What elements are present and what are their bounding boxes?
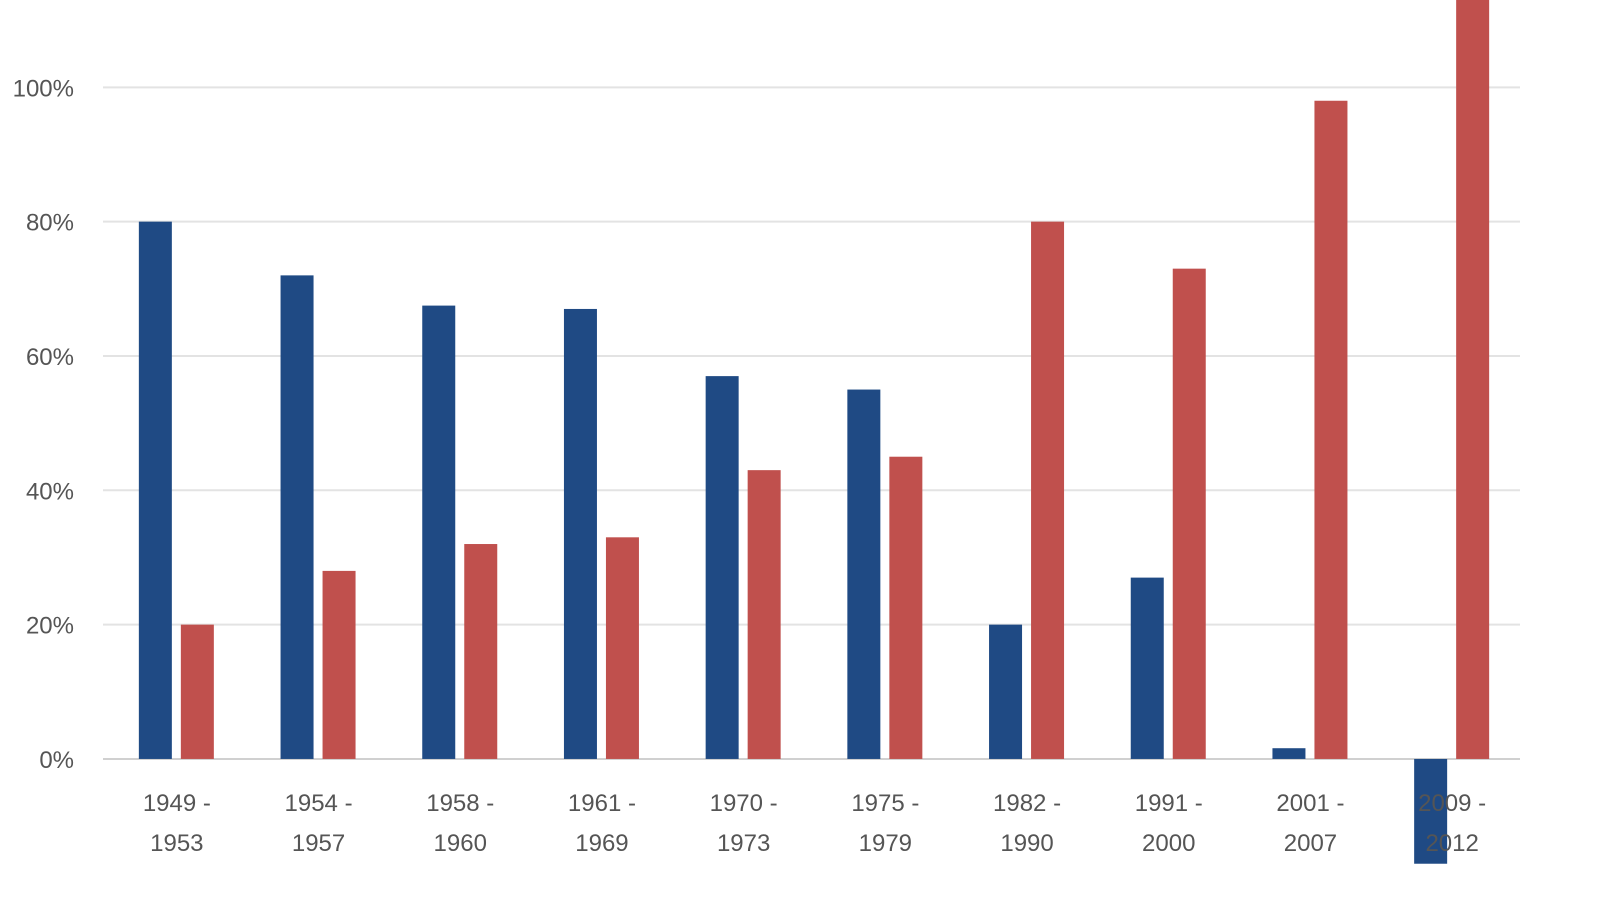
- bar-series-2: [605, 537, 639, 759]
- bar-series-1: [1414, 758, 1448, 864]
- y-tick-label: 60%: [26, 344, 74, 371]
- x-tick-label: 1958 -: [426, 790, 494, 817]
- x-tick-label: 2012: [1425, 830, 1478, 857]
- x-tick-label: 1960: [434, 830, 487, 857]
- bar-series-2: [464, 544, 498, 759]
- bar-series-1: [280, 275, 314, 759]
- bar-series-1: [847, 389, 881, 759]
- bar-series-2: [1172, 268, 1206, 759]
- bar-series-2: [1456, 0, 1490, 759]
- bar-series-2: [322, 570, 356, 759]
- x-tick-label: 1961 -: [568, 790, 636, 817]
- y-tick-label: 40%: [26, 478, 74, 505]
- x-tick-label: 1990: [1000, 830, 1053, 857]
- x-tick-label: 2007: [1284, 830, 1337, 857]
- bar-series-1: [989, 624, 1023, 759]
- bar-series-2: [1031, 221, 1065, 759]
- bar-series-2: [1314, 100, 1348, 759]
- x-tick-label: 1970 -: [710, 790, 778, 817]
- y-tick-label: 100%: [13, 75, 74, 102]
- bar-series-2: [180, 624, 214, 759]
- y-tick-label: 0%: [39, 747, 74, 774]
- x-tick-label: 1975 -: [851, 790, 919, 817]
- x-tick-label: 1969: [575, 830, 628, 857]
- x-tick-label: 1979: [859, 830, 912, 857]
- x-tick-label: 1982 -: [993, 790, 1061, 817]
- y-tick-label: 20%: [26, 613, 74, 640]
- x-tick-label: 1949 -: [143, 790, 211, 817]
- bar-series-1: [1272, 748, 1306, 759]
- x-tick-label: 2009 -: [1418, 790, 1486, 817]
- bar-series-1: [705, 376, 739, 759]
- x-tick-label: 2001 -: [1276, 790, 1344, 817]
- x-tick-label: 1953: [150, 830, 203, 857]
- bar-series-2: [747, 470, 781, 759]
- x-tick-label: 1957: [292, 830, 345, 857]
- x-tick-label: 1991 -: [1135, 790, 1203, 817]
- bar-series-1: [422, 305, 456, 759]
- x-tick-label: 2000: [1142, 830, 1195, 857]
- x-tick-label: 1973: [717, 830, 770, 857]
- bar-series-1: [1130, 577, 1164, 759]
- bar-series-1: [563, 308, 597, 759]
- x-tick-label: 1954 -: [285, 790, 353, 817]
- bar-series-1: [138, 221, 172, 759]
- y-tick-label: 80%: [26, 210, 74, 237]
- bar-series-2: [889, 456, 923, 759]
